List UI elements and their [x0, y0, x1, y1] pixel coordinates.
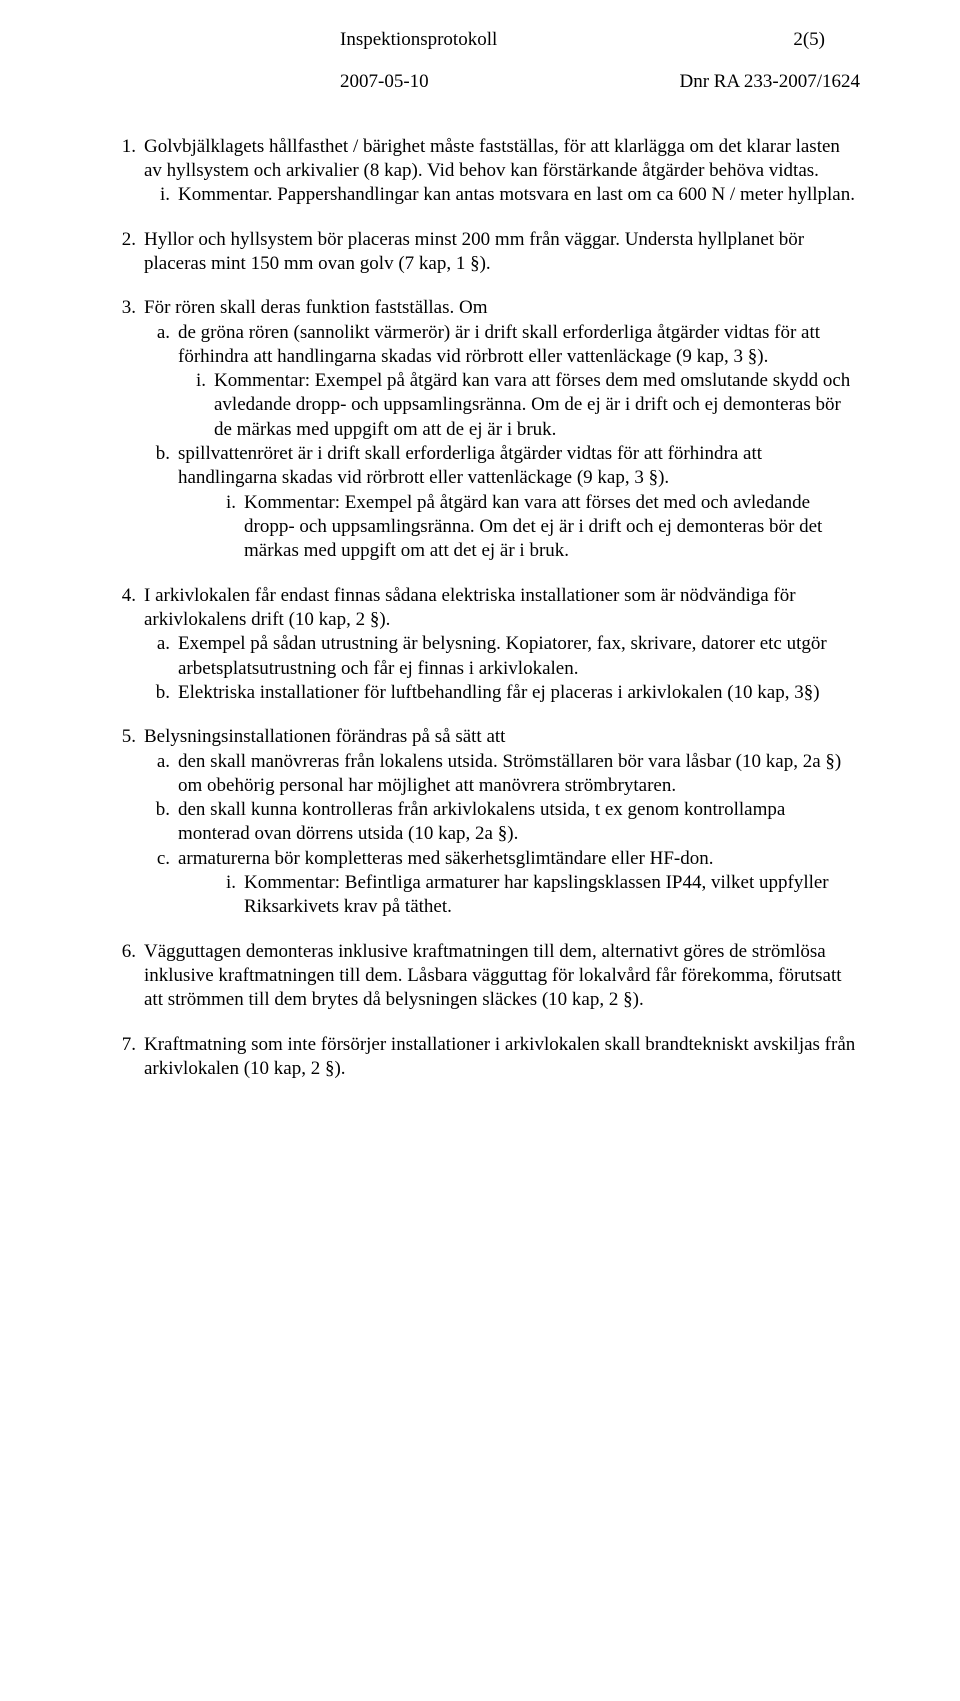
item-3-b-i-text: Kommentar: Exempel på åtgärd kan vara at…: [244, 491, 860, 564]
item-3-a-num: a.: [136, 321, 178, 370]
item-3-b-text: spillvattenröret är i drift skall erford…: [178, 442, 860, 491]
item-5-num: 5.: [100, 725, 144, 749]
item-5-b-num: b.: [136, 798, 178, 847]
item-2-num: 2.: [100, 228, 144, 277]
item-5-text: Belysningsinstallationen förändras på så…: [144, 725, 860, 749]
header-date: 2007-05-10: [340, 70, 429, 94]
list-item-5: 5. Belysningsinstallationen förändras på…: [100, 725, 860, 920]
item-3-b-num: b.: [136, 442, 178, 491]
item-2-text: Hyllor och hyllsystem bör placeras minst…: [144, 228, 860, 277]
item-5-a-num: a.: [136, 750, 178, 799]
item-4-a-num: a.: [136, 632, 178, 681]
page-number: 2(5): [793, 28, 825, 52]
item-5-a-text: den skall manövreras från lokalens utsid…: [178, 750, 860, 799]
list-item-6: 6. Vägguttagen demonteras inklusive kraf…: [100, 940, 860, 1013]
item-3-a-i-num: i.: [172, 369, 214, 442]
header-row-1: Inspektionsprotokoll 2(5): [340, 28, 860, 52]
item-5-c-i-num: i.: [206, 871, 244, 920]
item-3-a-i-text: Kommentar: Exempel på åtgärd kan vara at…: [214, 369, 860, 442]
document-page: Inspektionsprotokoll 2(5) 2007-05-10 Dnr…: [0, 0, 960, 1701]
item-5-b-text: den skall kunna kontrolleras från arkivl…: [178, 798, 860, 847]
item-6-num: 6.: [100, 940, 144, 1013]
list-item-7: 7. Kraftmatning som inte försörjer insta…: [100, 1033, 860, 1082]
item-6-text: Vägguttagen demonteras inklusive kraftma…: [144, 940, 860, 1013]
item-1-i-text: Kommentar. Pappershandlingar kan antas m…: [178, 183, 860, 207]
header-title: Inspektionsprotokoll: [340, 28, 497, 52]
item-3-a-text: de gröna rören (sannolikt värmerör) är i…: [178, 321, 860, 370]
item-1-num: 1.: [100, 135, 144, 184]
list-item-1: 1. Golvbjälklagets hållfasthet / bärighe…: [100, 135, 860, 208]
item-3-num: 3.: [100, 296, 144, 320]
item-4-text: I arkivlokalen får endast finnas sådana …: [144, 584, 860, 633]
item-5-c-i-text: Kommentar: Befintliga armaturer har kaps…: [244, 871, 860, 920]
item-4-b-text: Elektriska installationer för luftbehand…: [178, 681, 860, 705]
list-item-3: 3. För rören skall deras funktion fastst…: [100, 296, 860, 563]
item-4-b-num: b.: [136, 681, 178, 705]
list-item-2: 2. Hyllor och hyllsystem bör placeras mi…: [100, 228, 860, 277]
item-3-b-i-num: i.: [206, 491, 244, 564]
item-1-text: Golvbjälklagets hållfasthet / bärighet m…: [144, 135, 860, 184]
item-4-num: 4.: [100, 584, 144, 633]
item-3-text: För rören skall deras funktion fastställ…: [144, 296, 860, 320]
header-ref: Dnr RA 233-2007/1624: [680, 70, 861, 94]
item-5-c-text: armaturerna bör kompletteras med säkerhe…: [178, 847, 860, 871]
item-7-text: Kraftmatning som inte försörjer installa…: [144, 1033, 860, 1082]
item-7-num: 7.: [100, 1033, 144, 1082]
item-1-i-num: i.: [136, 183, 178, 207]
item-4-a-text: Exempel på sådan utrustning är belysning…: [178, 632, 860, 681]
list-item-4: 4. I arkivlokalen får endast finnas såda…: [100, 584, 860, 706]
header-row-2: 2007-05-10 Dnr RA 233-2007/1624: [340, 70, 860, 94]
item-5-c-num: c.: [136, 847, 178, 871]
